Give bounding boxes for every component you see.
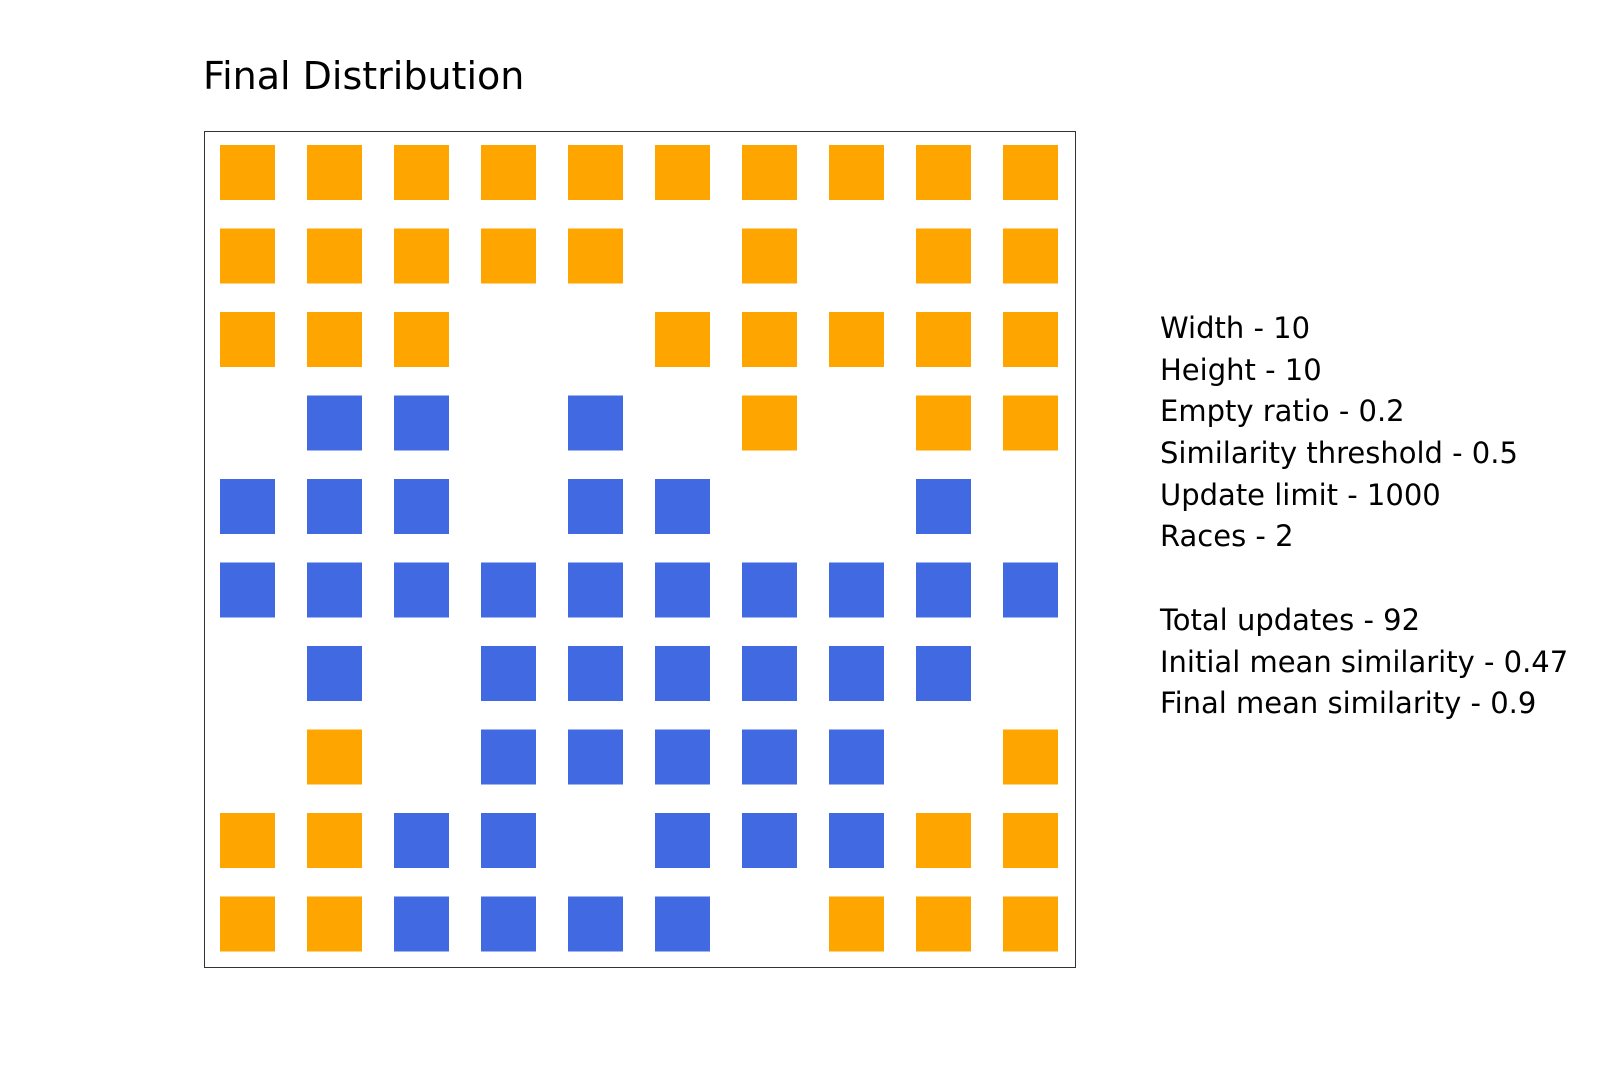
cell-r6-c7-race_2 [829,646,884,701]
cell-r2-c7-race_1 [829,312,884,367]
cell-r8-c9-race_1 [1003,813,1058,868]
cell-r6-c6-race_2 [742,646,797,701]
grid-frame [204,131,1076,968]
param-height: Height - 10 [1160,352,1322,387]
cell-r4-c5-race_2 [655,479,710,534]
cell-r2-c1-race_1 [307,312,362,367]
cell-r7-c5-race_2 [655,729,710,785]
cell-r2-c8-race_1 [916,312,971,367]
cell-r5-c2-race_2 [394,562,449,618]
cell-r0-c1-race_1 [307,145,362,200]
cell-r9-c9-race_1 [1003,896,1058,952]
cell-r0-c4-race_1 [568,145,623,200]
result-total-updates: Total updates - 92 [1160,602,1421,637]
cell-r2-c5-race_1 [655,312,710,367]
cell-r5-c0-race_2 [220,562,275,618]
cell-r2-c6-race_1 [742,312,797,367]
cell-r0-c7-race_1 [829,145,884,200]
cell-r7-c6-race_2 [742,729,797,785]
cell-r6-c5-race_2 [655,646,710,701]
param-width: Width - 10 [1160,311,1311,345]
cell-r0-c6-race_1 [742,145,797,200]
cell-r5-c5-race_2 [655,562,710,618]
cell-r9-c8-race_1 [916,896,971,952]
cell-r8-c1-race_1 [307,813,362,868]
cell-r5-c1-race_2 [307,562,362,618]
cell-r1-c1-race_1 [307,228,362,284]
cell-r0-c9-race_1 [1003,145,1058,200]
cell-r9-c1-race_1 [307,896,362,952]
cell-r7-c4-race_2 [568,729,623,785]
cell-r1-c2-race_1 [394,228,449,284]
param-update-limit: Update limit - 1000 [1160,477,1441,512]
cell-r9-c0-race_1 [220,896,275,952]
cell-r5-c6-race_2 [742,562,797,618]
cell-r3-c9-race_1 [1003,395,1058,451]
cell-r1-c6-race_1 [742,228,797,284]
cell-r3-c8-race_1 [916,395,971,451]
cell-r7-c7-race_2 [829,729,884,785]
cell-r8-c3-race_2 [481,813,536,868]
cell-r7-c9-race_1 [1003,729,1058,785]
cell-r8-c7-race_2 [829,813,884,868]
cell-r8-c2-race_2 [394,813,449,868]
cell-r3-c6-race_1 [742,395,797,451]
cell-r1-c0-race_1 [220,228,275,284]
cell-r9-c5-race_2 [655,896,710,952]
cell-r1-c8-race_1 [916,228,971,284]
param-empty-ratio: Empty ratio - 0.2 [1160,394,1405,429]
panel-spacer [1160,558,1568,600]
cell-r3-c4-race_2 [568,395,623,451]
cell-r9-c2-race_2 [394,896,449,952]
cell-r6-c1-race_2 [307,646,362,701]
cell-r7-c1-race_1 [307,729,362,785]
cell-r0-c8-race_1 [916,145,971,200]
cell-r4-c8-race_2 [916,479,971,534]
cell-r0-c5-race_1 [655,145,710,200]
cell-r7-c3-race_2 [481,729,536,785]
param-similarity-threshold: Similarity threshold - 0.5 [1160,436,1518,471]
cell-r8-c6-race_2 [742,813,797,868]
cell-r8-c8-race_1 [916,813,971,868]
param-races: Races - 2 [1160,519,1294,554]
cell-r5-c3-race_2 [481,562,536,618]
cell-r9-c7-race_1 [829,896,884,952]
cell-r6-c4-race_2 [568,646,623,701]
cell-r6-c3-race_2 [481,646,536,701]
cell-r4-c1-race_2 [307,479,362,534]
cell-r1-c9-race_1 [1003,228,1058,284]
parameters-panel: Width - 10 Height - 10 Empty ratio - 0.2… [1160,308,1568,725]
cell-r8-c0-race_1 [220,813,275,868]
cell-r2-c2-race_1 [394,312,449,367]
cell-r5-c8-race_2 [916,562,971,618]
cell-r5-c9-race_2 [1003,562,1058,618]
cell-r5-c4-race_2 [568,562,623,618]
cell-r5-c7-race_2 [829,562,884,618]
cell-r9-c3-race_2 [481,896,536,952]
chart-title: Final Distribution [203,54,525,98]
cell-r8-c5-race_2 [655,813,710,868]
cell-r6-c8-race_2 [916,646,971,701]
cell-r3-c1-race_2 [307,395,362,451]
cell-r3-c2-race_2 [394,395,449,451]
result-final-mean-similarity: Final mean similarity - 0.9 [1160,686,1537,721]
cell-r4-c4-race_2 [568,479,623,534]
result-initial-mean-similarity: Initial mean similarity - 0.47 [1160,644,1569,679]
cell-r2-c9-race_1 [1003,312,1058,367]
cell-r4-c0-race_2 [220,479,275,534]
cell-r1-c4-race_1 [568,228,623,284]
cell-r0-c3-race_1 [481,145,536,200]
cell-r9-c4-race_2 [568,896,623,952]
cell-r0-c2-race_1 [394,145,449,200]
cell-r1-c3-race_1 [481,228,536,284]
cell-r4-c2-race_2 [394,479,449,534]
cell-r0-c0-race_1 [220,145,275,200]
cells-layer [220,145,1058,952]
cell-r2-c0-race_1 [220,312,275,367]
